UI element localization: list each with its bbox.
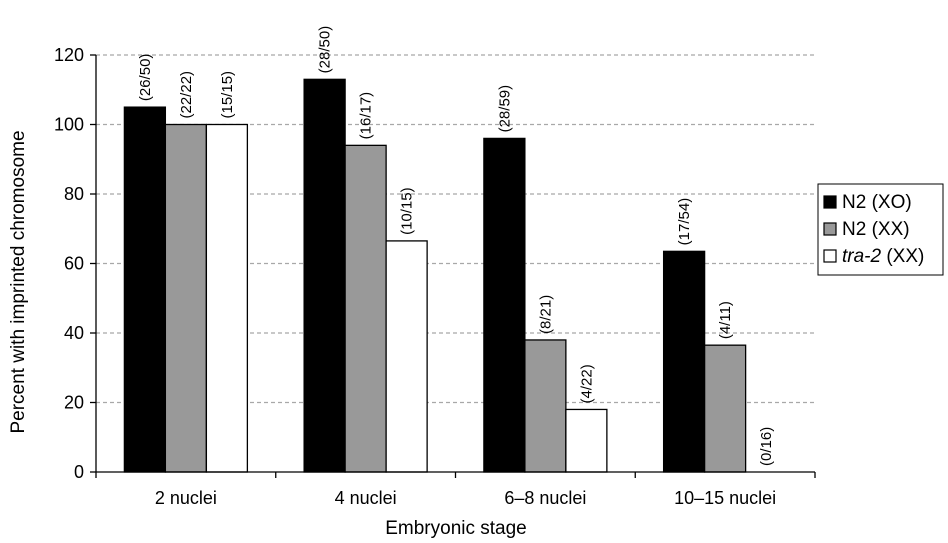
axes: 0 20 40 60 80 100 120 2 nuclei 4 nuclei 6–8 nucle… — [54, 45, 816, 508]
legend-swatch — [823, 222, 837, 236]
bar-data-label: (10/15) — [399, 187, 416, 235]
x-tick-label: 4 nuclei — [335, 488, 397, 508]
legend-label-suffix: (XO) — [866, 192, 911, 213]
legend-label-suffix: (XX) — [866, 219, 909, 240]
bar-data-label: (0/16) — [758, 427, 775, 466]
y-tick-label: 60 — [64, 254, 84, 274]
bar-data-label: (4/11) — [717, 301, 734, 339]
y-tick-label: 120 — [54, 45, 84, 65]
y-tick-label: 0 — [74, 462, 84, 482]
bar-data-label: (22/22) — [178, 71, 195, 119]
bar-data-label: (15/15) — [219, 71, 236, 119]
y-tick-label: 80 — [64, 184, 84, 204]
legend-label-name: N2 — [842, 192, 866, 213]
bar — [123, 106, 167, 473]
legend-swatch — [823, 249, 837, 263]
bar-data-label: (4/22) — [578, 364, 595, 403]
legend-label-name: tra-2 — [842, 246, 882, 267]
legend-swatch — [823, 195, 837, 209]
x-axis-title: Embryonic stage — [385, 518, 527, 539]
legend-label-suffix: (XX) — [881, 246, 924, 267]
y-tick-label: 40 — [64, 323, 84, 343]
bar-data-label: (8/21) — [537, 295, 554, 334]
bar-data-label: (28/50) — [317, 26, 334, 74]
bar — [565, 408, 608, 473]
data-labels: (26/50) (22/22) (15/15) (28/50) (16/17) (10/1… — [137, 26, 775, 466]
y-tick-label: 20 — [64, 393, 84, 413]
legend-label: N2 (XO) — [842, 192, 912, 213]
bar-data-label: (16/17) — [358, 92, 375, 140]
legend-label: tra-2 (XX) — [842, 246, 924, 267]
bar — [344, 144, 387, 473]
bar — [703, 344, 747, 473]
legend-label-name: N2 — [842, 219, 866, 240]
x-tick-label: 10–15 nuclei — [674, 488, 776, 508]
bar — [662, 250, 706, 473]
legend-box — [817, 183, 944, 276]
y-tick-label: 100 — [54, 115, 84, 135]
bar-data-label: (17/54) — [676, 198, 693, 246]
bar — [524, 339, 567, 473]
bar — [385, 240, 428, 473]
x-tick-label: 2 nuclei — [155, 488, 217, 508]
bar-data-label: (28/59) — [496, 85, 513, 133]
legend: N2 (XO)N2 (XX)tra-2 (XX) — [817, 183, 944, 276]
legend-label: N2 (XX) — [842, 219, 910, 240]
bar-data-label: (26/50) — [137, 54, 154, 102]
bar — [303, 78, 346, 473]
y-axis-title: Percent with imprinted chromosome — [8, 130, 29, 433]
bar — [483, 137, 526, 473]
bar — [164, 123, 208, 473]
bars — [123, 78, 747, 473]
bar — [205, 123, 249, 473]
x-tick-label: 6–8 nuclei — [504, 488, 586, 508]
